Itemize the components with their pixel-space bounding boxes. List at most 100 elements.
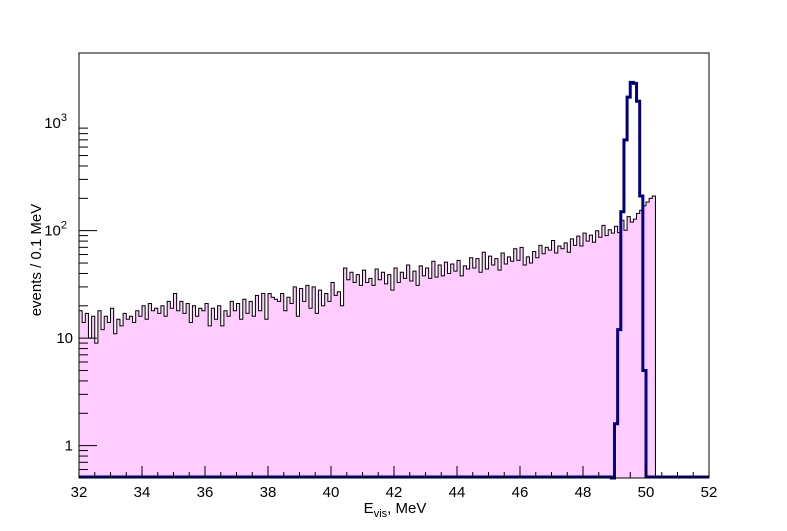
background-bin-bar: [205, 303, 209, 478]
background-bin-bar: [586, 241, 590, 478]
background-bin-bar: [132, 322, 137, 478]
background-bin-bar: [482, 252, 486, 478]
background-bin-bar: [277, 301, 281, 478]
background-bin-bar: [107, 322, 111, 478]
background-bin-bar: [368, 278, 373, 478]
background-bin-bar: [82, 322, 86, 478]
x-axis-label: Evis, MeV: [364, 500, 427, 520]
background-bin-bar: [605, 235, 609, 478]
background-bin-bar: [400, 272, 404, 478]
background-bin-bar: [302, 301, 307, 478]
background-bin-bar: [343, 267, 348, 478]
x-tick-label: 32: [71, 484, 88, 501]
y-axis-label: events / 0.1 MeV: [28, 204, 45, 317]
background-bin-bar: [359, 285, 363, 478]
background-bin-bar: [611, 233, 615, 478]
background-bin-bar: [198, 308, 203, 478]
background-bin-bar: [649, 198, 653, 478]
background-bin-bar: [305, 285, 310, 478]
background-bin-bar: [154, 308, 159, 478]
background-bin-bar: [346, 279, 351, 478]
background-bin-bar: [271, 297, 275, 478]
background-bin-bar: [167, 301, 171, 478]
background-bin-bar: [520, 247, 524, 478]
background-bin-bar: [261, 293, 266, 478]
background-bin-bar: [384, 283, 389, 478]
y-tick-label: 103: [44, 112, 67, 132]
background-bin-bar: [447, 273, 452, 478]
background-bin-bar: [293, 286, 297, 478]
background-bin-bar: [441, 275, 445, 478]
background-bin-bar: [182, 313, 187, 478]
background-bin-bar: [286, 297, 291, 478]
background-bin-bar: [469, 257, 474, 478]
background-bin-bar: [324, 293, 329, 478]
x-tick-label: 52: [701, 484, 718, 501]
background-bin-bar: [526, 256, 530, 478]
background-bin-bar: [608, 229, 612, 478]
background-bin-bar: [444, 262, 448, 478]
x-tick-label: 36: [197, 484, 214, 501]
background-bin-bar: [186, 303, 190, 478]
background-bin-bar: [255, 295, 259, 478]
background-bin-bar: [463, 265, 467, 478]
background-bin-bar: [208, 325, 212, 478]
x-tick-label: 50: [638, 484, 655, 501]
background-outline: [79, 195, 656, 478]
background-bin-bar: [252, 316, 256, 478]
background-bin-bar: [557, 246, 562, 478]
background-bin-bar: [223, 310, 228, 478]
background-bin-bar: [290, 303, 294, 478]
background-bin-bar: [472, 267, 477, 478]
background-bin-bar: [113, 333, 118, 478]
background-bin-bar: [601, 225, 606, 478]
background-bin-bar: [576, 236, 581, 478]
background-bin-bar: [564, 242, 568, 478]
background-bin-bar: [116, 319, 121, 478]
y-tick-label: 1: [65, 438, 73, 455]
background-bin-bar: [457, 260, 461, 478]
background-bin-bar: [450, 263, 455, 478]
background-bin-bar: [592, 242, 596, 478]
background-bin-bar: [104, 316, 108, 478]
background-bin-bar: [299, 288, 304, 478]
background-bin-bar: [119, 325, 124, 478]
background-bin-bar: [375, 269, 379, 478]
background-bin-bar: [646, 201, 650, 478]
background-bin-bar: [598, 237, 603, 478]
background-bin-bar: [428, 278, 433, 478]
x-tick-label: 42: [386, 484, 403, 501]
background-bin-bar: [88, 338, 92, 478]
background-bin-bar: [318, 290, 322, 478]
background-bin-bar: [425, 267, 430, 478]
background-bin-bar: [157, 313, 162, 478]
background-bin-bar: [434, 277, 439, 478]
background-bin-bar: [268, 293, 272, 478]
background-bin-bar: [151, 310, 155, 478]
background-bin-bar: [242, 299, 247, 478]
background-bin-bar: [97, 310, 102, 478]
background-bin-bar: [412, 271, 417, 478]
background-bin-bar: [545, 247, 549, 478]
background-bin-bar: [409, 281, 414, 478]
background-bin-bar: [419, 265, 423, 478]
background-bin-bar: [501, 253, 505, 478]
background-bin-bar: [85, 313, 89, 478]
background-bin-bar: [145, 319, 149, 478]
background-bin-bar: [390, 290, 395, 478]
background-bin-bar: [337, 291, 341, 478]
background-bin-bar: [542, 253, 546, 478]
background-bin-bar: [453, 271, 458, 478]
background-bin-bar: [217, 305, 222, 478]
background-bin-bar: [249, 301, 253, 478]
background-bin-bar: [126, 319, 130, 478]
background-bin-bar: [211, 308, 215, 478]
background-bin-bar: [236, 303, 241, 478]
background-bin-bar: [362, 270, 367, 478]
background-bin-bar: [365, 282, 370, 478]
background-bin-bar: [652, 196, 656, 479]
background-bin-bar: [516, 260, 521, 478]
x-tick-label: 48: [575, 484, 592, 501]
x-axis: 32 34 36 38 40 42 44 46 48 50 52: [71, 466, 718, 501]
y-axis: 1 10 102 103: [44, 112, 97, 479]
